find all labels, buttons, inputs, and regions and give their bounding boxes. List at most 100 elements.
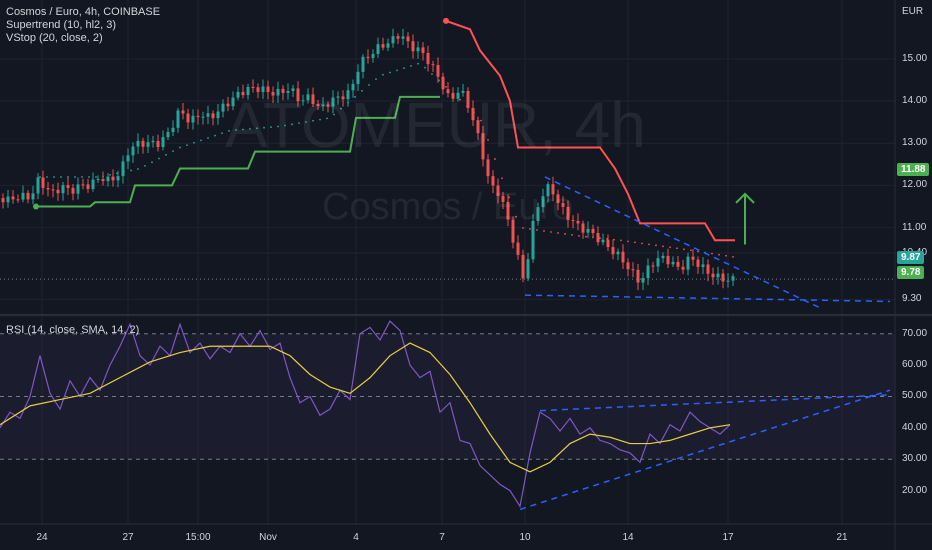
candle-body bbox=[216, 111, 220, 119]
candle-body bbox=[511, 219, 515, 243]
candle-body bbox=[386, 43, 390, 48]
vstop-dot bbox=[389, 71, 391, 74]
vstop-dot bbox=[697, 250, 699, 253]
candle-body bbox=[126, 155, 130, 162]
rsi-trendline bbox=[519, 389, 891, 511]
vstop-dot bbox=[221, 132, 223, 135]
candle-body bbox=[631, 269, 635, 271]
candle-body bbox=[176, 110, 180, 128]
candle-body bbox=[596, 233, 600, 243]
rsi-title[interactable]: RSI (14, close, SMA, 14, 2) bbox=[6, 324, 140, 336]
vstop-dot bbox=[263, 126, 265, 129]
candle-body bbox=[71, 187, 75, 194]
vstop-dot bbox=[88, 176, 90, 178]
candle-body bbox=[516, 242, 520, 255]
candle-body bbox=[436, 65, 440, 77]
candle-body bbox=[51, 189, 55, 191]
price-badge-last: 9.78 bbox=[897, 266, 925, 279]
time-tick-label: 17 bbox=[722, 532, 734, 543]
price-tick-label: 11.00 bbox=[902, 221, 927, 233]
price-tick-label: 9.30 bbox=[902, 293, 922, 305]
vstop-dot bbox=[74, 176, 76, 178]
vstop-dot bbox=[466, 105, 468, 107]
candle-body bbox=[96, 179, 100, 181]
candle-body bbox=[381, 44, 385, 48]
time-tick-label: 15:00 bbox=[185, 532, 211, 543]
vstop-dot bbox=[627, 240, 629, 243]
candle-body bbox=[116, 176, 120, 181]
candle-body bbox=[646, 265, 650, 279]
rsi-pane[interactable] bbox=[0, 320, 895, 511]
vstop-dot bbox=[235, 129, 237, 131]
candle-body bbox=[376, 44, 380, 54]
candle-body bbox=[66, 185, 70, 188]
vstop-dot bbox=[606, 238, 608, 240]
candle-body bbox=[586, 228, 590, 233]
candle-body bbox=[111, 176, 115, 181]
candle-body bbox=[666, 255, 670, 265]
vstop-dot bbox=[431, 73, 433, 75]
price-tick-label: 15.00 bbox=[902, 52, 928, 64]
vstop-dot bbox=[396, 69, 398, 72]
vstop-dot bbox=[109, 173, 111, 176]
time-tick-label: 27 bbox=[122, 532, 134, 543]
vstop-dot bbox=[564, 233, 566, 235]
vstop-dot bbox=[39, 176, 41, 178]
vstop-dot bbox=[410, 65, 412, 67]
vstop-legend[interactable]: VStop (20, close, 2) bbox=[6, 32, 103, 44]
vstop-dot bbox=[165, 153, 167, 156]
candle-body bbox=[86, 184, 90, 189]
candle-body bbox=[106, 176, 110, 182]
candle-body bbox=[551, 184, 555, 195]
candle-body bbox=[496, 185, 500, 196]
vstop-dot bbox=[144, 165, 146, 167]
candle-body bbox=[411, 41, 415, 52]
candle-body bbox=[416, 47, 420, 52]
rsi-tick-label: 50.00 bbox=[902, 390, 928, 402]
candle-body bbox=[536, 207, 540, 221]
vstop-dot bbox=[347, 101, 349, 104]
price-pane[interactable] bbox=[0, 17, 895, 309]
time-tick-label: 14 bbox=[622, 532, 634, 543]
candle-body bbox=[271, 92, 275, 96]
candle-body bbox=[501, 195, 505, 202]
candle-body bbox=[371, 53, 375, 58]
candle-body bbox=[346, 90, 350, 100]
candle-body bbox=[466, 90, 470, 108]
vstop-dot bbox=[473, 111, 475, 114]
vstop-dot bbox=[445, 85, 447, 88]
vstop-dot bbox=[67, 176, 69, 178]
vstop-dot bbox=[277, 125, 279, 128]
candle-body bbox=[21, 192, 25, 200]
vstop-dot bbox=[578, 235, 580, 237]
vstop-dot bbox=[53, 176, 55, 178]
candle-body bbox=[206, 113, 210, 117]
candle-body bbox=[266, 86, 270, 93]
candle-body bbox=[526, 259, 530, 279]
vstop-dot bbox=[60, 176, 62, 178]
candle-body bbox=[541, 196, 545, 208]
candle-body bbox=[296, 88, 300, 102]
vstop-dot bbox=[270, 126, 272, 129]
price-trendline bbox=[524, 294, 891, 303]
vstop-dot bbox=[669, 246, 671, 249]
symbol-title[interactable]: Cosmos / Euro, 4h, COINBASE bbox=[6, 6, 161, 18]
candle-body bbox=[486, 159, 490, 177]
vstop-dot bbox=[158, 157, 160, 160]
candle-body bbox=[426, 52, 430, 65]
candle-body bbox=[26, 192, 30, 200]
vstop-dot bbox=[620, 239, 622, 242]
supertrend-legend[interactable]: Supertrend (10, hl2, 3) bbox=[6, 19, 117, 31]
candle-body bbox=[626, 262, 630, 270]
candle-body bbox=[611, 247, 615, 255]
vstop-dot bbox=[102, 175, 104, 178]
candle-body bbox=[276, 88, 280, 96]
vstop-dot bbox=[732, 255, 734, 258]
candle-body bbox=[1, 198, 5, 203]
candle-body bbox=[306, 94, 310, 101]
supertrend-up-line bbox=[36, 95, 440, 208]
candle-body bbox=[721, 273, 725, 282]
candle-body bbox=[456, 92, 460, 99]
candle-body bbox=[396, 36, 400, 39]
